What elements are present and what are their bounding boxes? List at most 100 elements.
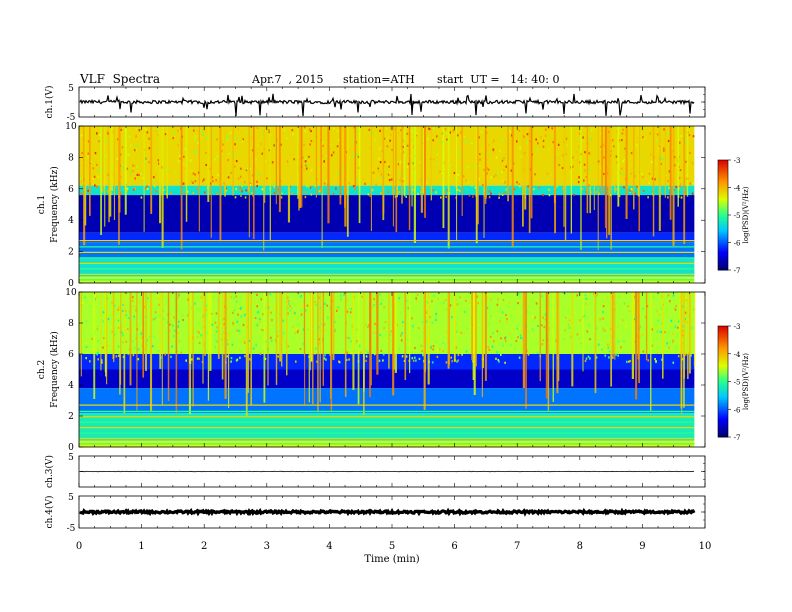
spectral-speck xyxy=(255,344,257,347)
spectral-speck xyxy=(622,128,624,131)
spectral-speck xyxy=(132,354,135,357)
spectral-speck xyxy=(652,344,655,347)
spectral-speck xyxy=(545,128,547,131)
spectral-speck xyxy=(200,334,202,337)
spectral-speck xyxy=(629,296,632,300)
spectral-speck xyxy=(92,177,95,180)
colorbar-swatch xyxy=(718,396,728,399)
spectral-speck xyxy=(193,138,196,141)
spectral-speck xyxy=(488,190,491,193)
spectral-speck xyxy=(676,328,679,331)
colorbar-swatch xyxy=(718,422,728,425)
sferic-streak xyxy=(269,126,271,241)
spectral-speck xyxy=(323,323,326,326)
spectral-speck xyxy=(577,181,580,184)
sferic-streak xyxy=(658,126,661,231)
spectral-speck xyxy=(601,346,603,349)
spectral-speck xyxy=(367,326,369,329)
spectral-speck xyxy=(126,187,129,190)
spectral-speck xyxy=(583,314,586,317)
spectral-speck xyxy=(465,179,467,182)
spectral-speck xyxy=(85,320,88,323)
y-tick-label: 6 xyxy=(68,350,74,360)
spectral-speck xyxy=(677,326,679,329)
sferic-streak xyxy=(219,126,222,242)
spectral-speck xyxy=(446,140,448,143)
spectral-speck xyxy=(208,167,211,170)
sferic-streak xyxy=(150,126,153,214)
spectral-speck xyxy=(162,317,164,320)
spectral-speck xyxy=(384,320,387,324)
spectral-speck xyxy=(600,145,602,148)
sferic-streak xyxy=(298,126,300,211)
spectral-speck xyxy=(230,148,233,151)
colorbar-swatch xyxy=(718,209,728,212)
spectral-speck xyxy=(97,351,99,354)
spectral-speck xyxy=(493,151,495,154)
spectral-speck xyxy=(493,139,495,142)
colorbar-swatch xyxy=(718,182,728,185)
spectral-speck xyxy=(117,308,120,311)
spectral-speck xyxy=(415,297,417,300)
sferic-streak xyxy=(456,126,458,242)
spectral-speck xyxy=(294,312,296,315)
y-tick-label: 6 xyxy=(68,185,74,195)
spectral-speck xyxy=(411,357,414,360)
spectral-speck xyxy=(155,173,157,176)
spectral-speck xyxy=(606,343,609,346)
colorbar-swatch xyxy=(718,381,728,384)
spectral-speck xyxy=(133,346,136,349)
spectral-speck xyxy=(624,147,626,150)
colorbar-swatch xyxy=(718,163,728,166)
spectral-speck xyxy=(299,295,302,299)
spectral-speck xyxy=(685,299,688,302)
sferic-streak xyxy=(267,292,269,386)
waveform-trace xyxy=(79,93,695,117)
spectral-speck xyxy=(144,181,147,184)
spectral-speck xyxy=(155,127,158,130)
spectral-speck xyxy=(274,346,277,349)
sferic-streak xyxy=(113,126,116,220)
spectral-speck xyxy=(416,293,419,296)
sferic-streak xyxy=(287,126,291,223)
spectral-speck xyxy=(118,306,120,309)
spectral-speck xyxy=(348,156,350,159)
spectral-speck xyxy=(229,131,232,134)
spectral-speck xyxy=(436,355,439,358)
sferic-streak xyxy=(263,292,266,403)
spectral-speck xyxy=(546,172,549,175)
spectral-speck xyxy=(136,165,138,168)
spectral-speck xyxy=(327,316,329,319)
spectral-band xyxy=(79,232,695,243)
y-axis-label: ch.3(V) xyxy=(44,455,55,488)
spectral-speck xyxy=(603,126,605,129)
spectral-speck xyxy=(502,344,504,348)
spectral-speck xyxy=(132,340,134,343)
spectral-speck xyxy=(109,342,111,346)
spectral-speck xyxy=(235,160,238,163)
spectral-speck xyxy=(239,310,241,313)
colorbar-swatch xyxy=(718,394,728,397)
spectral-speck xyxy=(415,134,418,137)
spectral-speck xyxy=(544,313,547,316)
spectral-speck xyxy=(85,342,87,345)
spectral-speck xyxy=(451,166,454,169)
spectral-speck xyxy=(318,190,320,193)
spectral-speck xyxy=(329,143,332,146)
spectral-speck xyxy=(584,151,586,154)
spectral-speck xyxy=(656,133,659,136)
spectral-speck xyxy=(386,137,389,140)
spectral-speck xyxy=(585,190,588,194)
spectral-speck xyxy=(310,193,313,196)
channel-label: ch.2 xyxy=(37,360,47,379)
spectral-speck xyxy=(504,180,507,183)
spectral-speck xyxy=(206,331,209,334)
colorbar-swatch xyxy=(718,348,728,351)
spectral-speck xyxy=(567,323,570,326)
colorbar-tick-label: -4 xyxy=(734,185,741,193)
sferic-streak xyxy=(192,292,194,407)
colorbar-swatch xyxy=(718,364,728,368)
spectral-speck xyxy=(493,340,495,343)
spectral-speck xyxy=(401,332,403,335)
spectral-speck xyxy=(191,358,193,361)
